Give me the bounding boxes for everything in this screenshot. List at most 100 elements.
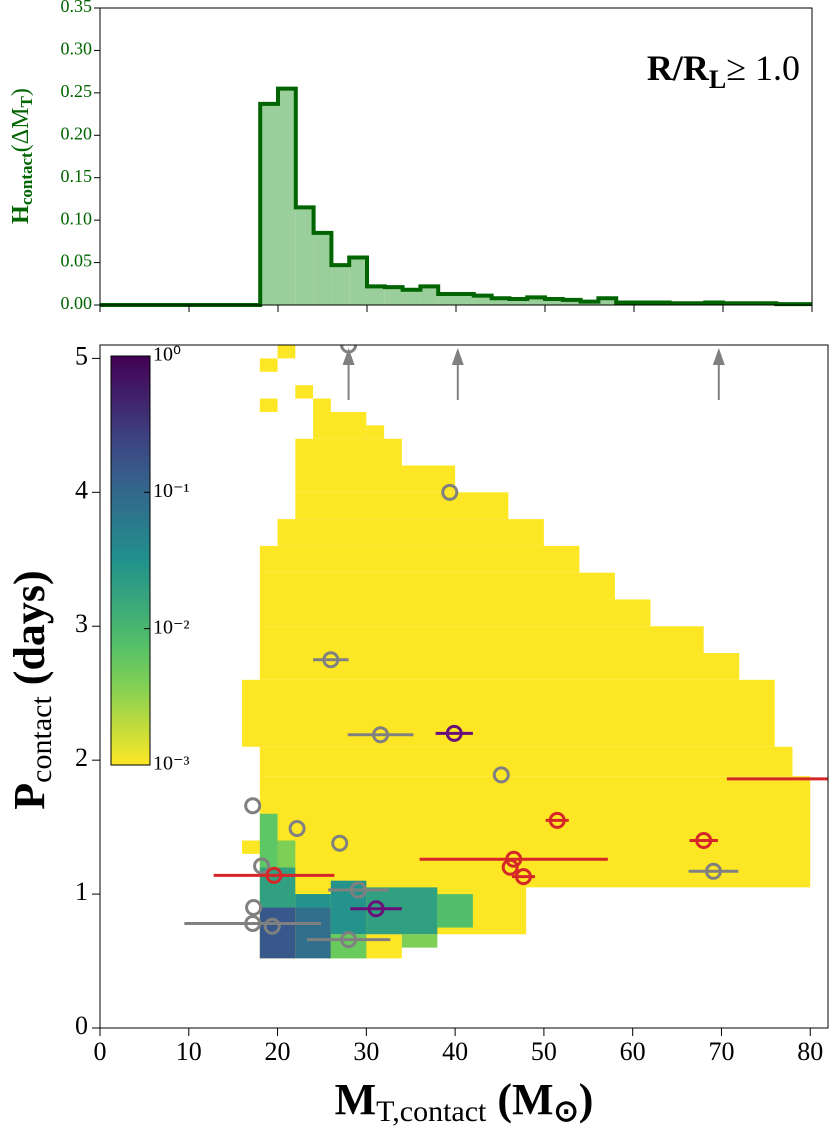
heatmap-cell [259,599,651,627]
colorbar-tick-label: 10⁰ [153,344,181,366]
hist-bar [473,295,492,305]
arrow-head [451,348,464,365]
plot-frame [99,344,829,1029]
hist-bar [598,298,617,305]
x-tick-label: 60 [620,1037,646,1066]
point [704,862,722,880]
label-part: H [8,205,34,224]
heatmap-cell [366,425,385,439]
point [695,832,713,850]
heatmap-cell [437,894,473,928]
point [288,819,306,837]
y-tick-label: 0.00 [61,293,93,313]
heatmap-cell [259,653,740,680]
point [245,898,263,916]
hist-bar [295,207,314,305]
heatmap-cell [313,411,367,439]
heatmap-cell [277,519,544,546]
label-part: ) [579,1075,594,1124]
heatmap-cell [401,934,438,948]
heatmap-cell [259,572,615,600]
hist-bar [456,293,474,305]
heatmap-cell [295,894,331,908]
hist-bar [420,286,439,305]
heatmap-cell [401,465,420,479]
plot-area [184,345,828,959]
heatmap-cell [259,746,793,777]
heatmap-cell [259,545,580,573]
colorbar-tick-label: 10⁻¹ [153,480,190,502]
label-part: L [709,65,726,94]
y-tick-label: 0.20 [61,123,93,143]
y-tick-label: 0.10 [61,208,93,228]
colorbar [110,355,151,766]
point [331,834,349,852]
point [244,797,262,815]
y-tick-label: 0.30 [61,39,93,59]
colorbar-tick-label: 10⁻³ [153,753,190,775]
point [340,931,358,949]
label-part: (ΔM [8,108,34,153]
point [263,917,281,935]
hist-bar [438,293,456,305]
point [244,915,262,933]
hist-bar [491,298,510,305]
heatmap-cell [277,840,296,868]
arrow-head [712,348,725,365]
point [349,881,367,899]
point [253,857,271,875]
hist-bar [260,103,278,305]
x-tick-label: 80 [797,1037,823,1066]
x-tick-label: 30 [353,1037,379,1066]
hist-bar [402,289,421,305]
y-tick-label: 5 [75,341,88,370]
hist-outline [100,86,812,307]
label-part: T,contact [376,1095,487,1128]
point [372,726,390,744]
point [265,866,283,884]
point [322,651,340,669]
colorbar-tick-label: 10⁻² [153,616,190,638]
arrow-head [342,348,355,365]
point [548,811,566,829]
point [445,724,463,742]
heatmap-cell [295,385,314,399]
annotation: R/RL≥ 1.0 [647,48,800,94]
heatmap-cell [295,907,331,959]
y-tick-label: 1 [75,877,88,906]
label-part: R/R [647,48,710,88]
y-tick-label: 4 [75,475,88,504]
heatmap-cell [313,398,331,412]
hist-bar [562,299,581,305]
label-part: T [17,96,36,108]
hist-bar [509,299,528,305]
x-tick-label: 20 [265,1037,291,1066]
label-part: ≥ 1.0 [726,48,800,88]
label-part: contact [17,152,36,205]
y-tick-label: 2 [75,743,88,772]
label-part: contact [25,696,58,783]
point [514,868,532,886]
heatmap-cell [366,887,438,935]
hist-bar [367,286,385,305]
label-part: M [335,1075,377,1124]
y-tick-label: 0 [75,1011,88,1040]
heatmap-cell [259,398,278,412]
heatmap-cell [295,492,509,520]
point [505,850,523,868]
hist-bar [527,297,545,305]
heatmap-cell [242,840,260,854]
y-tick-label: 3 [75,609,88,638]
label-part: ) [8,88,34,96]
point [492,766,510,784]
hist-y-label: Hcontact(ΔMT) [8,88,36,224]
label-part: (days) [5,570,54,696]
heatmap-cell [277,345,296,359]
x-tick-label: 40 [442,1037,468,1066]
heatmap-cell [259,358,278,372]
hist-bar [313,232,332,305]
hist-bar [349,257,367,305]
x-tick-label: 10 [176,1037,202,1066]
x-tick-label: 0 [94,1037,107,1066]
